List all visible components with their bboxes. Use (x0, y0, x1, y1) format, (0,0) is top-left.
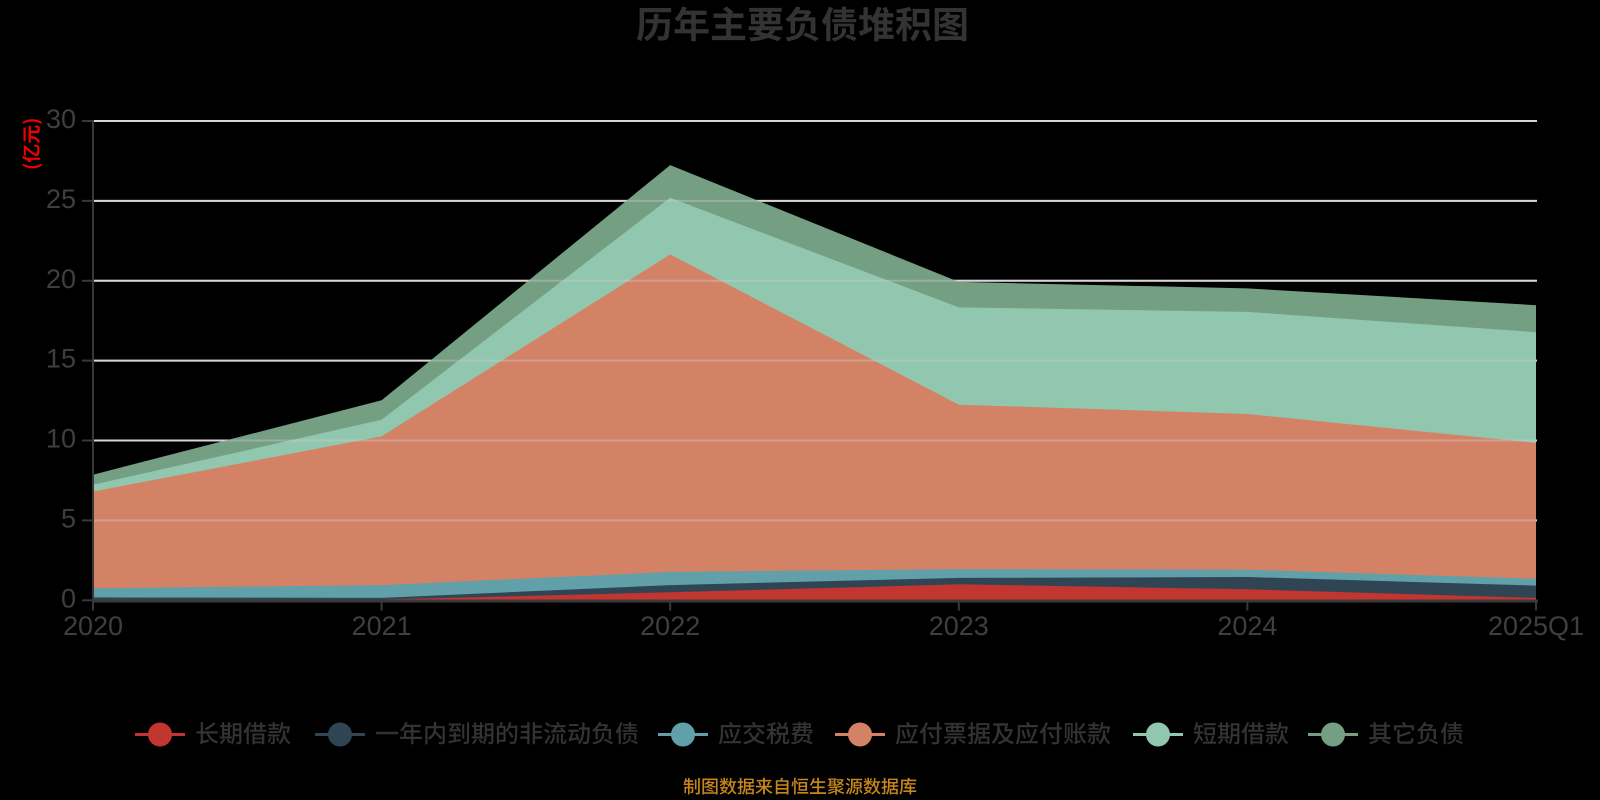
svg-text:10: 10 (46, 424, 76, 454)
svg-text:2022: 2022 (640, 611, 700, 641)
svg-text:2024: 2024 (1217, 611, 1277, 641)
svg-text:0: 0 (61, 583, 76, 613)
svg-text:20: 20 (46, 264, 76, 294)
svg-text:2025Q1: 2025Q1 (1488, 611, 1584, 641)
svg-text:25: 25 (46, 184, 76, 214)
svg-text:2023: 2023 (929, 611, 989, 641)
svg-text:2021: 2021 (352, 611, 412, 641)
svg-text:15: 15 (46, 344, 76, 374)
svg-text:30: 30 (46, 104, 76, 134)
svg-text:5: 5 (61, 503, 76, 533)
svg-text:2020: 2020 (63, 611, 123, 641)
